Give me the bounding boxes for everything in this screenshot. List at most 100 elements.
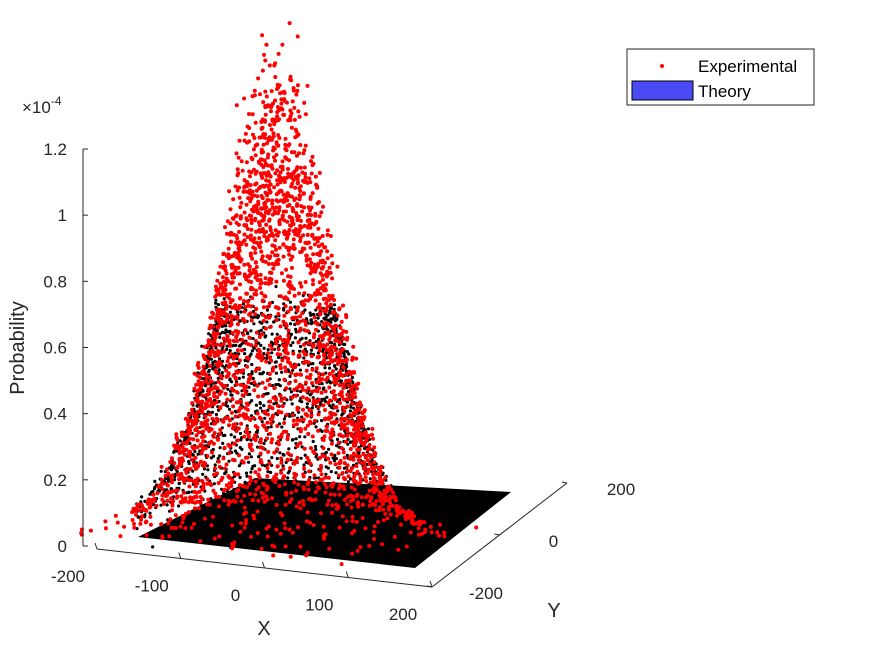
theory-point (335, 317, 339, 322)
experimental-point (295, 218, 300, 222)
experimental-point (248, 233, 253, 238)
experimental-point (193, 500, 198, 505)
theory-point (243, 499, 247, 503)
experimental-point (169, 456, 174, 461)
experimental-point (234, 103, 239, 108)
experimental-point (298, 143, 303, 147)
experimental-point (363, 475, 368, 480)
experimental-point (161, 501, 166, 506)
experimental-point (220, 275, 225, 280)
theory-point (223, 324, 227, 328)
experimental-point (304, 253, 309, 258)
experimental-point (272, 475, 277, 480)
experimental-point (255, 509, 260, 514)
experimental-point (374, 499, 379, 504)
theory-point (266, 511, 270, 515)
theory-point (311, 439, 315, 444)
experimental-point (276, 306, 281, 311)
theory-point (363, 520, 367, 524)
experimental-point (235, 332, 240, 337)
theory-point (274, 315, 278, 319)
experimental-point (261, 171, 266, 176)
experimental-point (283, 350, 288, 355)
experimental-point (338, 325, 343, 330)
experimental-point (272, 209, 277, 214)
experimental-point (373, 508, 378, 513)
experimental-point (267, 383, 272, 387)
experimental-point (355, 426, 360, 431)
experimental-point (328, 411, 333, 415)
experimental-point (355, 492, 360, 497)
experimental-point (329, 358, 334, 363)
theory-point (253, 464, 257, 468)
experimental-point (144, 533, 149, 538)
experimental-point (320, 477, 325, 482)
experimental-point (360, 410, 365, 415)
experimental-point (322, 324, 327, 329)
experimental-point (103, 519, 108, 524)
experimental-point (227, 423, 231, 428)
experimental-point (357, 447, 362, 452)
theory-point (249, 329, 253, 333)
experimental-point (200, 497, 205, 501)
experimental-point (278, 393, 283, 398)
experimental-point (224, 276, 229, 281)
experimental-point (250, 94, 255, 99)
experimental-point (130, 518, 135, 522)
experimental-point (199, 421, 204, 426)
experimental-point (276, 435, 281, 440)
experimental-point (337, 333, 342, 338)
experimental-point (291, 418, 296, 423)
experimental-point (238, 529, 243, 534)
experimental-point (203, 446, 208, 451)
experimental-point (315, 263, 320, 268)
experimental-point (221, 402, 226, 407)
experimental-point (290, 395, 295, 400)
experimental-point (337, 525, 342, 530)
experimental-point (344, 519, 349, 524)
experimental-point (273, 480, 278, 485)
experimental-point (155, 491, 160, 496)
experimental-point (354, 383, 359, 387)
experimental-point (205, 481, 210, 486)
experimental-point (235, 494, 240, 499)
experimental-point (249, 280, 254, 284)
theory-point (330, 341, 334, 345)
experimental-point (228, 443, 233, 448)
theory-point (214, 412, 218, 417)
experimental-point (254, 487, 259, 492)
experimental-point (354, 356, 359, 361)
experimental-point (202, 434, 207, 439)
experimental-point (292, 387, 297, 392)
experimental-point (252, 88, 257, 93)
experimental-point (213, 334, 218, 339)
experimental-point (221, 260, 226, 265)
experimental-point (305, 423, 310, 428)
experimental-point (325, 331, 330, 336)
theory-point (233, 449, 237, 453)
experimental-point (244, 391, 248, 396)
experimental-point (309, 260, 314, 265)
experimental-point (323, 417, 327, 422)
experimental-point (276, 118, 281, 123)
theory-point (344, 363, 348, 367)
experimental-point (213, 284, 218, 289)
experimental-point (229, 314, 233, 319)
experimental-point (207, 412, 212, 417)
experimental-point (316, 244, 321, 249)
experimental-point (242, 185, 247, 190)
experimental-point (290, 413, 295, 418)
experimental-point (310, 233, 315, 238)
experimental-point (282, 377, 287, 382)
theory-point (270, 456, 274, 460)
experimental-point (354, 402, 359, 407)
experimental-point (276, 312, 281, 316)
experimental-point (322, 536, 327, 541)
experimental-point (244, 430, 249, 435)
experimental-point (241, 460, 246, 465)
experimental-point (210, 416, 215, 421)
experimental-point (280, 159, 285, 164)
experimental-point (319, 472, 324, 477)
experimental-point (293, 127, 298, 132)
experimental-point (229, 322, 234, 327)
